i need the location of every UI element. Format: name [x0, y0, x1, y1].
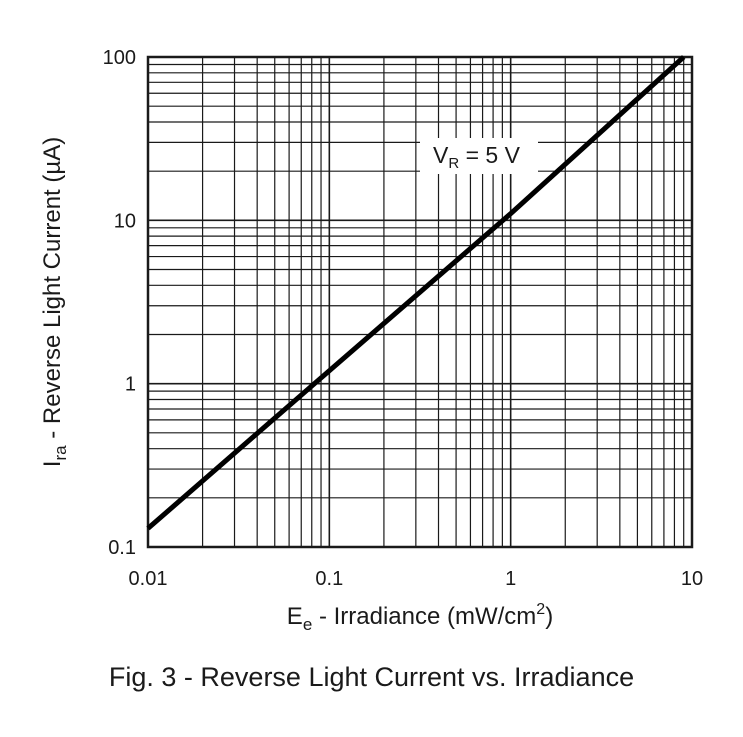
x-tick-label: 0.1: [315, 568, 343, 590]
y-tick-labels: 0.1 1 10 100: [103, 47, 136, 559]
y-axis-label: Ira - Reverse Light Current (µA): [39, 137, 70, 467]
plot-frame: [146, 55, 694, 549]
grid: [148, 57, 692, 547]
chart: 0.1 1 10 100 0.01 0.1 1 10 VR = 5 V Ee - Irrad…: [39, 47, 704, 634]
x-tick-label: 1: [505, 568, 516, 590]
figure-caption: Fig. 3 - Reverse Light Current vs. Irrad…: [108, 662, 635, 692]
y-tick-label: 100: [103, 47, 136, 69]
x-axis-label: Ee - Irradiance (mW/cm2): [287, 601, 553, 634]
x-tick-label: 10: [681, 568, 703, 590]
series-line: [146, 55, 686, 531]
y-tick-label: 1: [125, 374, 136, 396]
series-annotation: VR = 5 V: [433, 142, 521, 172]
y-tick-label: 10: [114, 210, 136, 232]
x-tick-label: 0.01: [129, 568, 168, 590]
annotation-background: [420, 138, 538, 174]
y-tick-label: 0.1: [108, 537, 136, 559]
x-tick-labels: 0.01 0.1 1 10: [129, 568, 704, 590]
